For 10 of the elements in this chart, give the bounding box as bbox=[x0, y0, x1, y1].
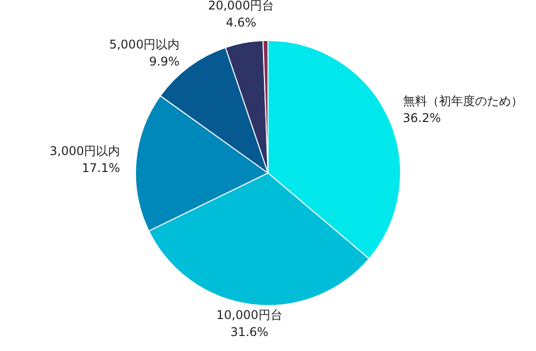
slice-label: 5,000円以内 bbox=[109, 37, 180, 52]
data-label: 9.9% bbox=[149, 54, 180, 68]
data-label: 17.1% bbox=[82, 161, 120, 176]
slice-label: 20,000円台 bbox=[208, 0, 274, 13]
slice-label: 10,000円台 bbox=[216, 308, 282, 322]
data-label: 4.6% bbox=[226, 16, 256, 30]
data-label: 36.2% bbox=[402, 111, 441, 126]
data-label: 31.6% bbox=[230, 324, 268, 339]
slice-label: 3,000円以内 bbox=[50, 144, 120, 158]
slice-label: 無料（初年度のため） bbox=[402, 94, 523, 108]
